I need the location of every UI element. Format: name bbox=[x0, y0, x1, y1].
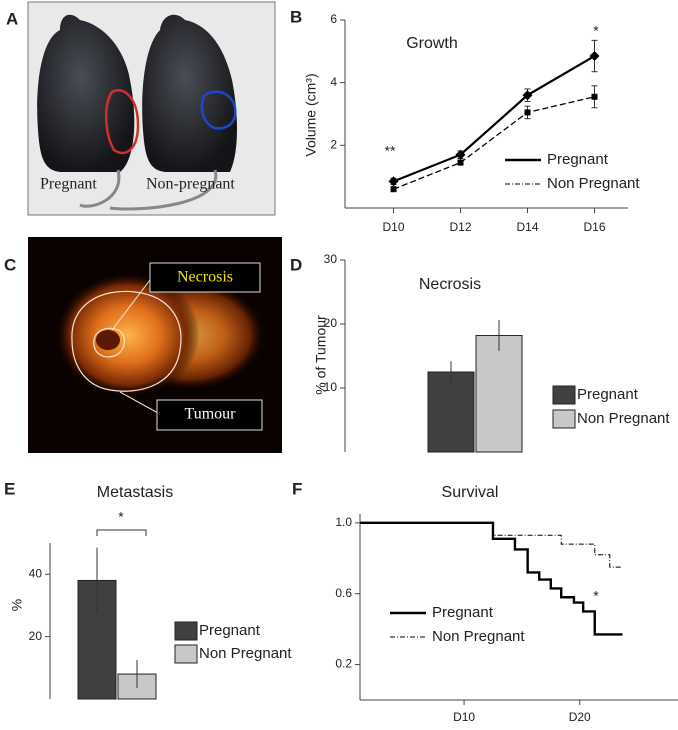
image-label: Tumour bbox=[185, 406, 237, 423]
significance-bracket bbox=[96, 529, 147, 536]
x-tick-label: D14 bbox=[516, 220, 538, 234]
image-label: Pregnant bbox=[40, 176, 97, 193]
annotation: ** bbox=[385, 143, 396, 159]
legend-label: Pregnant bbox=[432, 604, 494, 621]
label-box bbox=[149, 262, 261, 293]
y-tick-label: 30 bbox=[324, 252, 338, 266]
marker bbox=[390, 186, 397, 193]
y-tick-label: 20 bbox=[29, 629, 43, 643]
y-tick-label: 20 bbox=[324, 316, 338, 330]
chart-title: Growth bbox=[406, 35, 458, 52]
legend-label: Pregnant bbox=[199, 622, 261, 639]
y-axis-label: % bbox=[9, 599, 25, 611]
y-tick-label: 6 bbox=[330, 12, 337, 26]
marker bbox=[589, 51, 600, 62]
y-tick-label: 0.2 bbox=[335, 657, 352, 671]
series-line bbox=[393, 96, 595, 190]
annotation: * bbox=[593, 588, 599, 604]
image-label: Non-pregnant bbox=[146, 176, 235, 193]
marker bbox=[457, 159, 464, 166]
survival-curve bbox=[360, 521, 623, 636]
tumour-outline bbox=[200, 90, 237, 130]
panel-letter: C bbox=[4, 255, 16, 274]
panel-letter: B bbox=[290, 7, 302, 26]
y-tick-label: 0.6 bbox=[335, 586, 352, 600]
tail bbox=[109, 169, 218, 211]
panel-c: C Necrosis Tumour bbox=[4, 237, 282, 453]
marker bbox=[524, 109, 531, 116]
connector bbox=[111, 279, 151, 331]
panel-a: A Pregnant Non-pregnant bbox=[6, 1, 276, 216]
chart-title: Necrosis bbox=[419, 276, 481, 293]
mouse-non-pregnant bbox=[142, 14, 237, 172]
y-tick-label: 4 bbox=[330, 75, 337, 89]
tumour-outline bbox=[105, 89, 140, 155]
marker bbox=[522, 90, 533, 101]
panel-letter: E bbox=[4, 479, 15, 498]
x-tick-label: D20 bbox=[569, 710, 591, 724]
x-tick-label: D12 bbox=[449, 220, 471, 234]
y-tick-label: 1.0 bbox=[335, 515, 352, 529]
legend-label: Non Pregnant bbox=[432, 628, 525, 645]
x-tick-label: D16 bbox=[583, 220, 605, 234]
necrosis-outline bbox=[93, 327, 125, 358]
survival-curve bbox=[360, 522, 623, 568]
image-label: Necrosis bbox=[177, 269, 233, 286]
marker bbox=[388, 176, 399, 187]
y-tick-label: 10 bbox=[324, 380, 338, 394]
tail bbox=[79, 169, 121, 208]
panel-letter: A bbox=[6, 9, 18, 28]
legend-swatch bbox=[174, 621, 198, 641]
y-tick-label: 2 bbox=[330, 138, 337, 152]
bar bbox=[427, 371, 475, 453]
panel-letter: F bbox=[292, 479, 302, 498]
connector bbox=[119, 391, 159, 414]
legend-swatch bbox=[552, 409, 576, 429]
legend-label: Pregnant bbox=[547, 151, 609, 168]
y-tick-label: 40 bbox=[29, 566, 43, 580]
panel-letter: D bbox=[290, 255, 302, 274]
legend-swatch bbox=[174, 644, 198, 664]
y-axis-label: Volume (cm³) bbox=[303, 73, 319, 156]
marker bbox=[591, 93, 598, 100]
annotation: * bbox=[593, 23, 599, 39]
x-tick-label: D10 bbox=[382, 220, 404, 234]
series-line bbox=[393, 55, 596, 183]
legend-label: Non Pregnant bbox=[577, 410, 670, 427]
mouse-pregnant bbox=[37, 14, 135, 172]
legend-label: Non Pregnant bbox=[547, 175, 640, 192]
legend-swatch bbox=[552, 385, 576, 405]
legend-label: Pregnant bbox=[577, 386, 639, 403]
chart-title: Survival bbox=[442, 484, 499, 501]
bar bbox=[475, 335, 523, 453]
tumour-outline bbox=[71, 290, 182, 392]
chart-title: Metastasis bbox=[97, 484, 173, 501]
annotation: * bbox=[118, 509, 124, 525]
label-box bbox=[156, 399, 263, 431]
y-axis-label: % of Tumour bbox=[313, 315, 329, 395]
legend-label: Non Pregnant bbox=[199, 645, 292, 662]
marker bbox=[455, 149, 466, 160]
x-tick-label: D10 bbox=[453, 710, 475, 724]
scan-glow bbox=[56, 273, 200, 397]
necrosis-core bbox=[96, 330, 120, 350]
